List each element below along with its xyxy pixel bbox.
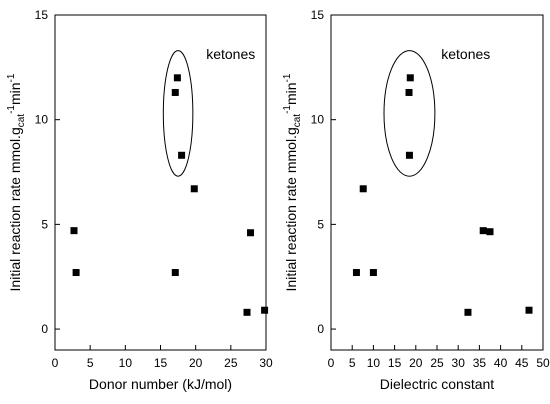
y-axis-label-part: -1 [6,73,17,82]
y-tick-label: 0 [41,322,48,336]
x-tick-label: 20 [189,356,203,370]
data-point [190,185,198,193]
y-axis-label-part: cat [292,114,303,128]
data-point [72,269,80,277]
y-tick-label: 5 [41,217,48,231]
y-axis-label-part: min [283,82,299,105]
plot-frame [54,14,267,351]
y-axis-label-part: -1 [282,73,293,82]
y-axis-label: Initial reaction rate mmol.gcat-1min-1 [282,73,303,291]
x-axis-label: Donor number (kJ/mol) [89,376,232,392]
ketones-annotation: ketones [206,46,255,62]
x-axis-label: Dielectric constant [380,376,494,392]
data-point [171,269,179,277]
chart-panel-1: 0 5 10 15 20 25 30 0 5 10 15 Donor number (kJ/mol) I… [6,8,273,392]
data-point [352,269,360,277]
y-tick-label: 10 [311,113,325,127]
x-tick-label: 0 [52,356,59,370]
x-tick-label: 25 [224,356,238,370]
y-axis-label: Initial reaction rate mmol.gcat-1min-1 [6,73,27,291]
data-point [171,88,179,96]
data-point [464,308,472,316]
x-tick-label: 10 [367,356,381,370]
data-point [261,306,269,314]
y-axis-label-part: Initial reaction rate mmol.g [7,127,23,291]
plot-frame [330,14,544,351]
x-tick-label: 10 [119,356,133,370]
x-tick-label: 30 [452,356,466,370]
x-tick-label: 35 [473,356,487,370]
y-axis-label-part: cat [16,114,27,128]
data-point [405,88,413,96]
x-tick-label: 30 [259,356,273,370]
y-tick-label: 15 [35,8,49,22]
x-tick-label: 15 [388,356,402,370]
ketones-ellipse [383,50,436,177]
data-point [486,228,494,236]
x-tick-label: 20 [409,356,423,370]
y-axis-label-part: Initial reaction rate mmol.g [283,127,299,291]
data-point [247,229,255,237]
x-tick-label: 25 [430,356,444,370]
data-point [369,269,377,277]
data-point [70,227,78,235]
y-axis-label-part: -1 [6,105,17,114]
data-point [405,151,413,159]
x-tick-label: 45 [515,356,529,370]
x-tick-label: 0 [328,356,335,370]
data-point [178,151,186,159]
y-tick-label: 5 [317,217,324,231]
data-point [173,74,181,82]
data-point [406,74,414,82]
ketones-ellipse [162,50,194,177]
x-tick-label: 50 [536,356,550,370]
y-axis-label-part: -1 [282,105,293,114]
data-point [525,306,533,314]
data-point [359,185,367,193]
x-tick-label: 5 [349,356,356,370]
x-tick-label: 40 [494,356,508,370]
y-tick-label: 10 [35,113,49,127]
y-tick-label: 0 [317,322,324,336]
y-tick-label: 15 [311,8,325,22]
x-tick-label: 5 [87,356,94,370]
data-point [479,227,487,235]
y-axis-label-part: min [7,82,23,105]
ketones-annotation: ketones [441,46,490,62]
x-tick-label: 15 [154,356,168,370]
data-point [243,308,251,316]
